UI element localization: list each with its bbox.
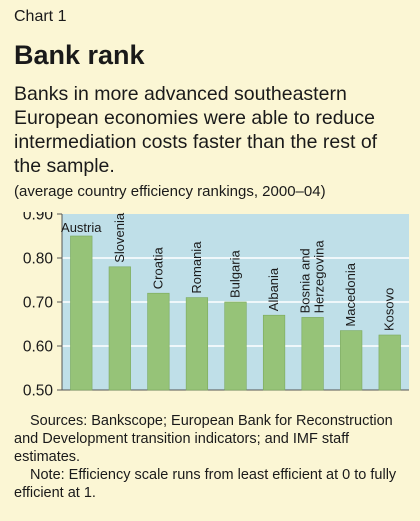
category-label: Bosnia and bbox=[298, 248, 313, 313]
bar-croatia bbox=[147, 292, 170, 391]
bar-macedonia bbox=[340, 330, 363, 391]
chart-subtitle: Banks in more advanced southeastern Euro… bbox=[14, 83, 378, 177]
category-label: Slovenia bbox=[112, 212, 127, 263]
y-tick-label: 0.50 bbox=[23, 383, 54, 400]
y-tick-label: 0.80 bbox=[23, 251, 54, 268]
bar-kosovo bbox=[378, 334, 401, 391]
chart-footer: Sources: Bankscope; European Bank for Re… bbox=[14, 412, 409, 502]
bar-bulgaria bbox=[224, 301, 247, 391]
y-tick-label: 0.90 bbox=[23, 212, 54, 224]
bar-romania bbox=[185, 297, 209, 391]
chart-kicker: Chart 1 bbox=[14, 8, 67, 25]
category-label: Austria bbox=[61, 220, 102, 235]
bar-austria bbox=[70, 235, 93, 391]
category-label: Croatia bbox=[150, 247, 165, 290]
category-label: Romania bbox=[189, 241, 204, 294]
sources-text: Sources: Bankscope; European Bank for Re… bbox=[14, 413, 393, 465]
bar-slovenia bbox=[108, 266, 131, 391]
chart-units-note: (average country efficiency rankings, 20… bbox=[14, 183, 326, 200]
bar-chart: 0.90 0.80 0.70 0.60 0.50 Austria Slovenia Croat… bbox=[23, 212, 409, 400]
footnote-text: Note: Efficiency scale runs from least e… bbox=[14, 467, 397, 501]
chart-title: Bank rank bbox=[14, 40, 145, 70]
category-label: Macedonia bbox=[343, 262, 358, 326]
bar-albania bbox=[262, 314, 286, 391]
category-label: Bulgaria bbox=[228, 250, 243, 298]
y-tick-label: 0.60 bbox=[23, 339, 54, 356]
bar-bosnia-and-herzegovina bbox=[301, 317, 324, 391]
category-label: Albania bbox=[266, 267, 281, 311]
category-label: Herzegovina bbox=[312, 240, 327, 314]
category-label: Kosovo bbox=[382, 288, 397, 331]
y-tick-label: 0.70 bbox=[23, 295, 54, 312]
